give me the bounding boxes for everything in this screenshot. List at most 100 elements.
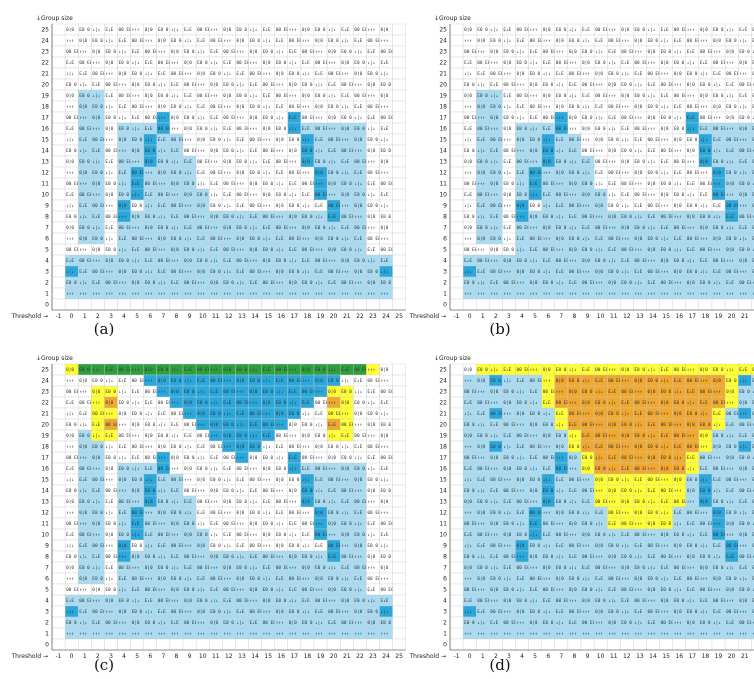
cell-glyph: E↓E	[236, 203, 244, 209]
cell-glyph: E0 0	[687, 477, 698, 483]
cell-glyph: E↓E	[354, 378, 362, 384]
cell-glyph: ↓|↓	[367, 258, 375, 264]
cell-glyph: 0|0	[79, 444, 87, 450]
cell-glyph: E↓E	[223, 598, 231, 604]
cell-glyph: 0|0	[66, 225, 74, 231]
cell-glyph: E0 0	[556, 93, 567, 99]
cell-glyph: 0|0	[158, 576, 166, 582]
cell-glyph: E↓E	[354, 510, 362, 516]
heatmap-cell	[393, 156, 406, 167]
cell-glyph: ↓|↓	[276, 115, 284, 121]
cell-glyph: ↓|↓	[328, 565, 336, 571]
cell-glyph: E0 0	[621, 488, 632, 494]
cell-glyph: ↓|↓	[171, 225, 179, 231]
cell-glyph: E↓E	[621, 192, 629, 198]
cell-glyph: 0|0	[381, 93, 389, 99]
cell-glyph: ↓|↓	[464, 203, 472, 209]
cell-glyph: 0|0	[210, 214, 218, 220]
cell-glyph: ↑↑↑	[726, 259, 734, 264]
cell-glyph: 0|0	[621, 499, 629, 505]
cell-glyph: ↑↑↑	[381, 577, 389, 582]
cell-glyph: ↑↑↑	[92, 401, 100, 406]
cell-glyph: E↓E	[477, 269, 485, 275]
cell-glyph: E↓E	[250, 280, 258, 286]
cell-glyph: 00 E0	[569, 71, 583, 77]
cell-glyph: 0|0	[713, 104, 721, 110]
cell-glyph: ↑↑↑	[556, 50, 564, 55]
cell-glyph: ↓|↓	[79, 148, 87, 154]
cell-glyph: ↑↑↑	[726, 61, 734, 66]
cell-glyph: ↓|↓	[634, 148, 642, 154]
heatmap-cell	[393, 595, 406, 606]
cell-glyph: E↓E	[158, 71, 166, 77]
cell-glyph: ↑↑↑	[381, 105, 389, 110]
cell-glyph: ↑↑↑	[276, 83, 284, 88]
cell-glyph: 0|0	[197, 609, 205, 615]
heatmap-cell	[393, 584, 406, 595]
y-tick-label: 23	[439, 49, 447, 56]
cell-glyph: 0|0	[713, 444, 721, 450]
cell-glyph: E0 0	[145, 488, 156, 494]
cell-glyph: ↓|↓	[634, 488, 642, 494]
y-tick-label: 1	[45, 631, 49, 638]
cell-glyph: E↓E	[687, 181, 695, 187]
cell-glyph: ↑↑↑	[661, 72, 669, 77]
cell-glyph: ↑↑↑	[66, 237, 74, 242]
cell-glyph: 00 E0	[171, 477, 185, 483]
cell-glyph: ↑↑↑	[184, 478, 192, 483]
cell-glyph: 00 E0	[210, 38, 224, 44]
cell-glyph: ↑↑↑	[171, 632, 179, 637]
cell-glyph: ↓|↓	[713, 214, 721, 220]
cell-glyph: ↑↑↑	[197, 423, 205, 428]
cell-glyph: ↑↑↑	[263, 204, 271, 209]
cell-glyph: E↓E	[132, 181, 140, 187]
cell-glyph: 00 E0	[687, 444, 701, 450]
cell-glyph: ↑↑↑	[302, 39, 310, 44]
cell-glyph: E↓E	[184, 367, 192, 373]
cell-glyph: 0|0	[726, 115, 734, 121]
cell-glyph: ↓|↓	[381, 269, 389, 275]
cell-glyph: 0|0	[739, 60, 747, 66]
heatmap-cell	[450, 474, 463, 485]
heatmap-cell	[91, 639, 104, 650]
cell-glyph: 0|0	[530, 82, 538, 88]
cell-glyph: E↓E	[739, 367, 747, 373]
cell-glyph: E0 0	[197, 466, 208, 472]
cell-glyph: ↓|↓	[608, 400, 616, 406]
cell-glyph: 00 E0	[648, 203, 662, 209]
cell-glyph: E↓E	[354, 576, 362, 582]
cell-glyph: 0|0	[687, 148, 695, 154]
cell-glyph: ↑↑↑	[79, 632, 87, 637]
cell-glyph: 00 E0	[197, 159, 211, 165]
x-tick-label: 20	[728, 313, 736, 320]
cell-glyph: ↑↑↑	[634, 456, 642, 461]
heatmap-cell	[262, 299, 275, 310]
cell-glyph: ↑↑↑	[608, 226, 616, 231]
cell-glyph: E↓E	[517, 378, 525, 384]
cell-glyph: E↓E	[569, 280, 577, 286]
cell-glyph: 00 E0	[302, 181, 316, 187]
cell-glyph: ↑↑↑	[477, 390, 485, 395]
cell-glyph: E0 0	[289, 71, 300, 77]
cell-glyph: E↓E	[197, 38, 205, 44]
cell-glyph: ↑↑↑	[289, 226, 297, 231]
cell-glyph: ↓|↓	[105, 510, 113, 516]
cell-glyph: E↓E	[477, 71, 485, 77]
cell-glyph: E↓E	[276, 236, 284, 242]
cell-glyph: E0 0	[674, 126, 685, 132]
cell-glyph: 00 E0	[210, 378, 224, 384]
cell-glyph: 0|0	[184, 532, 192, 538]
cell-glyph: ↑↑↑	[302, 445, 310, 450]
x-tick-label: 21	[343, 313, 351, 320]
heatmap-cell	[450, 35, 463, 46]
x-tick-label: 16	[277, 313, 285, 320]
heatmap-cell	[301, 639, 314, 650]
cell-glyph: E0 0	[490, 378, 501, 384]
y-tick-label: 7	[45, 225, 49, 232]
cell-glyph: ↑↑↑	[582, 204, 590, 209]
y-tick-label: 21	[41, 71, 49, 78]
cell-glyph: 00 E0	[687, 510, 701, 516]
cell-glyph: E↓E	[674, 378, 682, 384]
cell-glyph: ↑↑↑	[713, 522, 721, 527]
heatmap-cell	[393, 222, 406, 233]
